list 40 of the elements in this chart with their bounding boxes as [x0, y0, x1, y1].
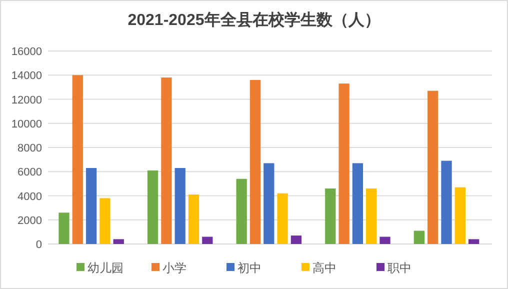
- legend-label: 幼儿园: [88, 261, 124, 275]
- y-tick-label: 0: [36, 239, 42, 251]
- bar: [277, 193, 288, 244]
- y-tick-label: 6000: [18, 166, 42, 179]
- y-tick-label: 2000: [18, 214, 42, 227]
- bar: [352, 163, 364, 244]
- bar: [441, 160, 452, 244]
- bar: [380, 236, 390, 244]
- y-tick-label: 10000: [11, 118, 42, 130]
- bar: [72, 75, 83, 244]
- legend-label: 职中: [388, 261, 412, 275]
- bar: [236, 178, 247, 244]
- bar: [428, 90, 438, 244]
- bar: [202, 236, 213, 244]
- legend-label: 高中: [312, 261, 336, 275]
- bar: [174, 168, 186, 244]
- y-tick-label: 8000: [18, 142, 42, 154]
- bar: [86, 168, 97, 244]
- y-tick-label: 4000: [18, 190, 42, 203]
- bar: [147, 170, 158, 244]
- y-tick-label: 16000: [11, 46, 42, 58]
- bar: [290, 236, 302, 244]
- bar: [250, 80, 261, 244]
- bar: [468, 239, 480, 244]
- y-tick-label: 14000: [11, 70, 42, 82]
- bar: [325, 188, 336, 244]
- bar: [58, 212, 70, 244]
- bar: [366, 188, 377, 244]
- bar: [113, 239, 124, 244]
- bar: [264, 163, 274, 244]
- bar: [161, 78, 172, 244]
- bar: [338, 84, 350, 244]
- y-tick-label: 12000: [11, 94, 42, 106]
- bar: [100, 198, 110, 244]
- bar: [188, 194, 200, 244]
- bar: [454, 187, 466, 244]
- legend-label: 小学: [162, 261, 186, 275]
- legend-label: 初中: [238, 261, 262, 275]
- bar: [414, 230, 425, 244]
- chart-title: 2021-2025年全县在校学生数（人）: [128, 11, 380, 29]
